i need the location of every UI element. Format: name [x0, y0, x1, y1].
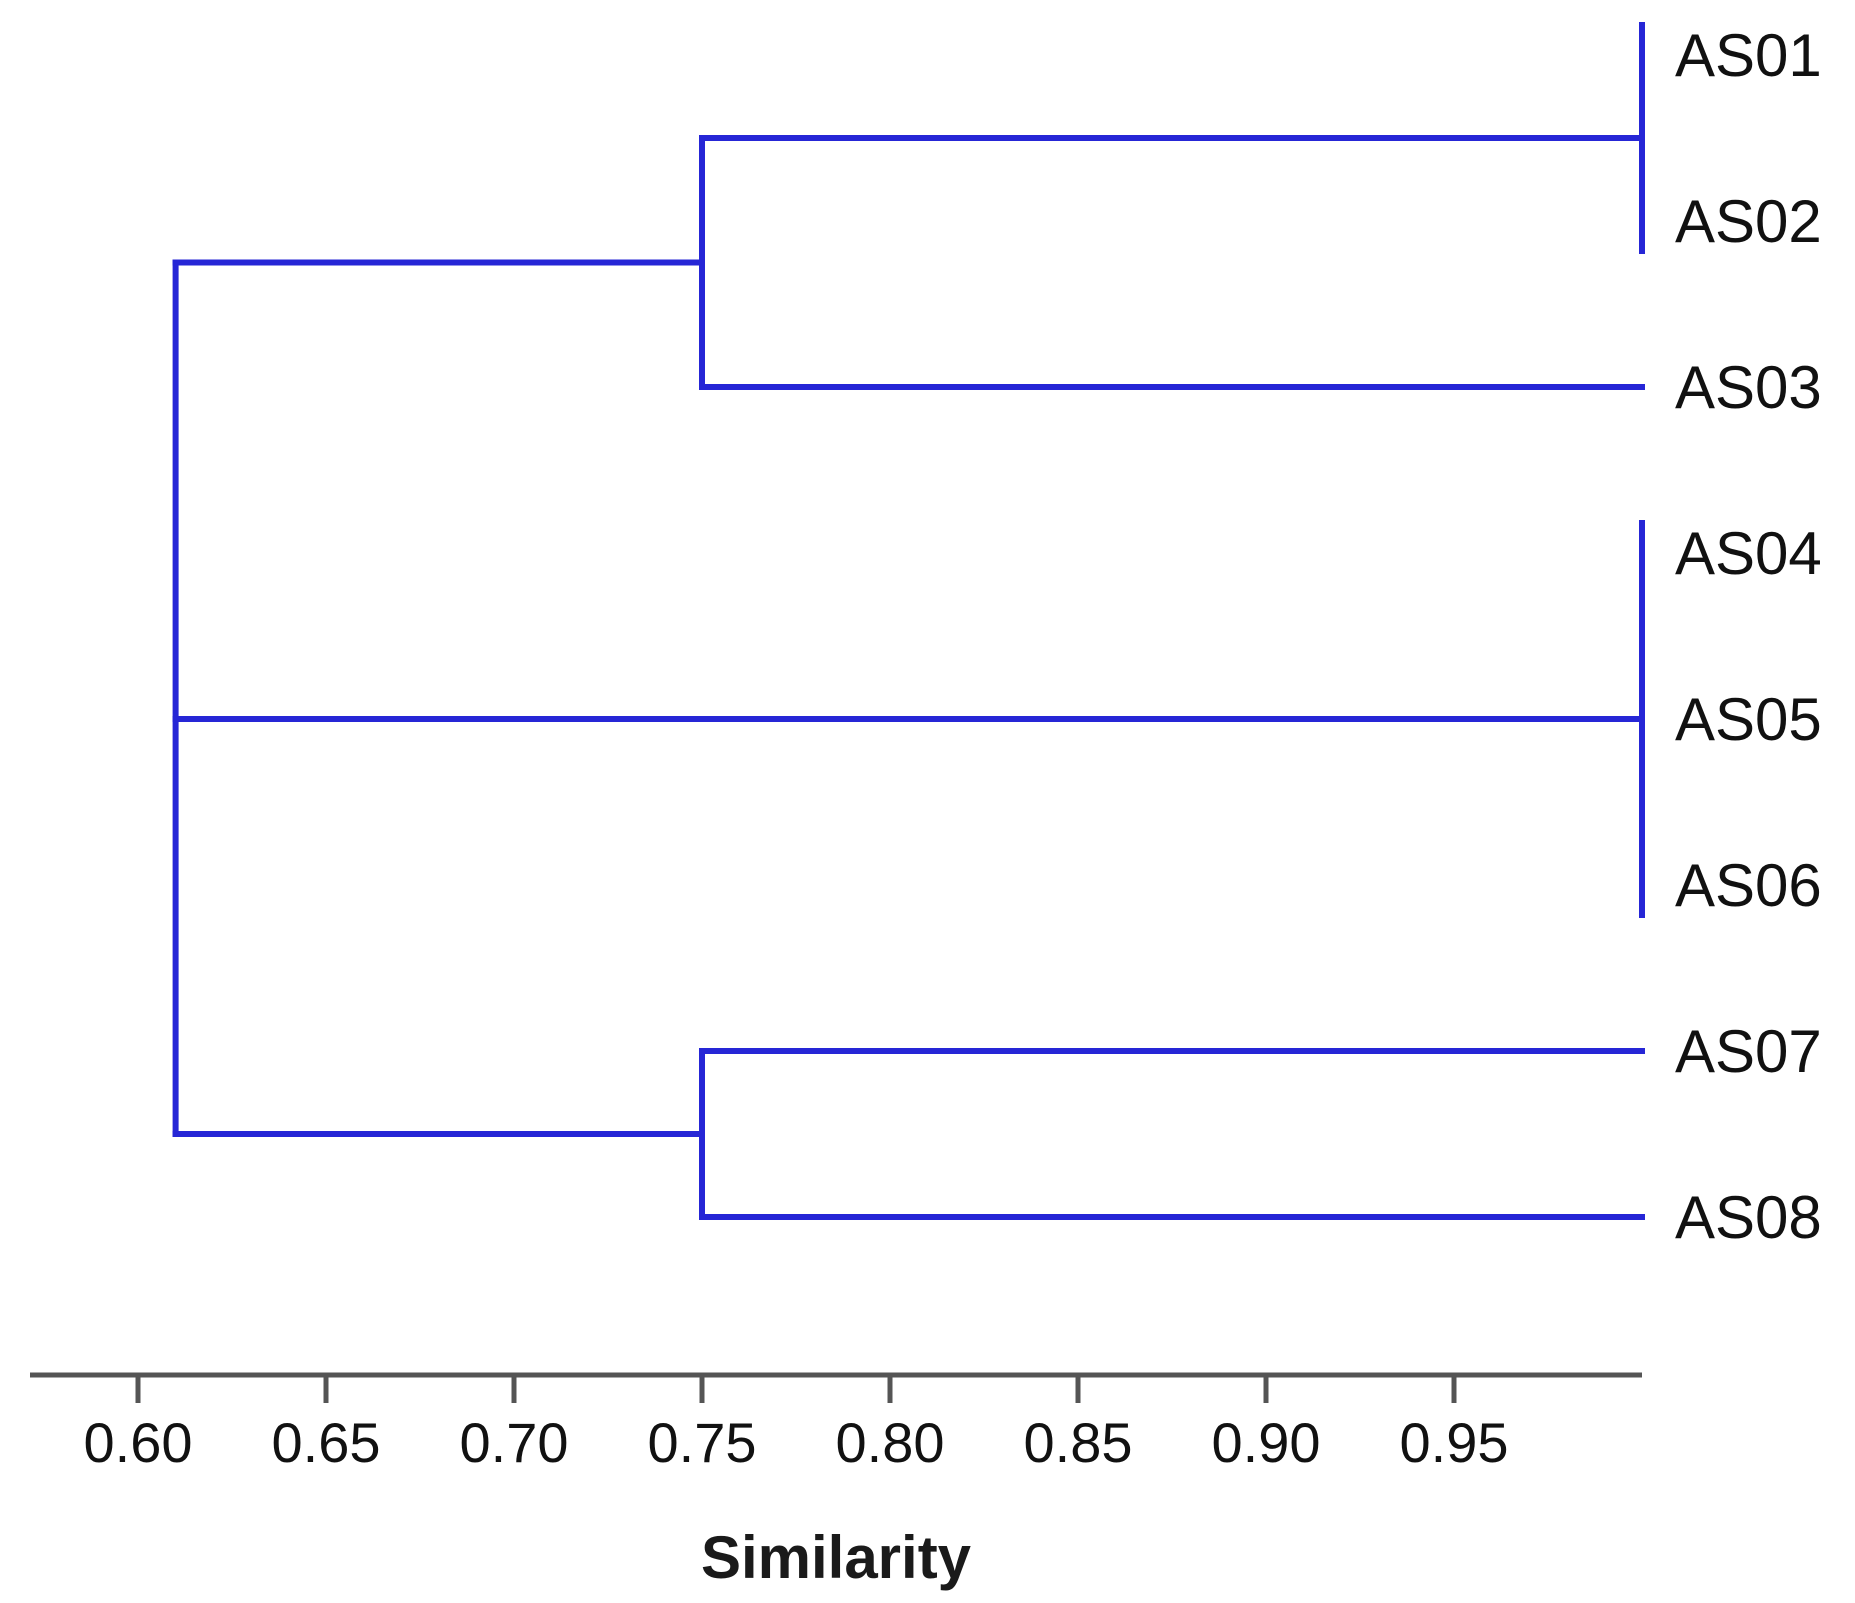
x-axis: 0.60 0.65 0.70 0.75 0.80 0.85 0.90 0.95 [30, 1372, 1642, 1474]
x-tick-label: 0.90 [1212, 1411, 1321, 1474]
leaf-label-as01: AS01 [1675, 22, 1822, 89]
leaf-label-as05: AS05 [1675, 686, 1822, 753]
leaf-labels: AS01 AS02 AS03 AS04 AS05 AS06 AS07 AS08 [1675, 22, 1822, 1251]
x-tick-label: 0.85 [1024, 1411, 1133, 1474]
leaf-label-as02: AS02 [1675, 188, 1822, 255]
leaf-label-as06: AS06 [1675, 852, 1822, 919]
dendrogram-branches [172, 22, 1645, 1220]
x-axis-title: Similarity [701, 1524, 972, 1591]
x-tick-label: 0.65 [272, 1411, 381, 1474]
leaf-label-as03: AS03 [1675, 354, 1822, 421]
leaf-label-as08: AS08 [1675, 1184, 1822, 1251]
leaf-label-as04: AS04 [1675, 520, 1822, 587]
x-tick-label: 0.70 [460, 1411, 569, 1474]
x-tick-label: 0.75 [648, 1411, 757, 1474]
x-tick-label: 0.80 [836, 1411, 945, 1474]
x-tick-label: 0.95 [1400, 1411, 1509, 1474]
leaf-label-as07: AS07 [1675, 1018, 1822, 1085]
x-axis-ticks: 0.60 0.65 0.70 0.75 0.80 0.85 0.90 0.95 [84, 1375, 1509, 1474]
x-tick-label: 0.60 [84, 1411, 193, 1474]
